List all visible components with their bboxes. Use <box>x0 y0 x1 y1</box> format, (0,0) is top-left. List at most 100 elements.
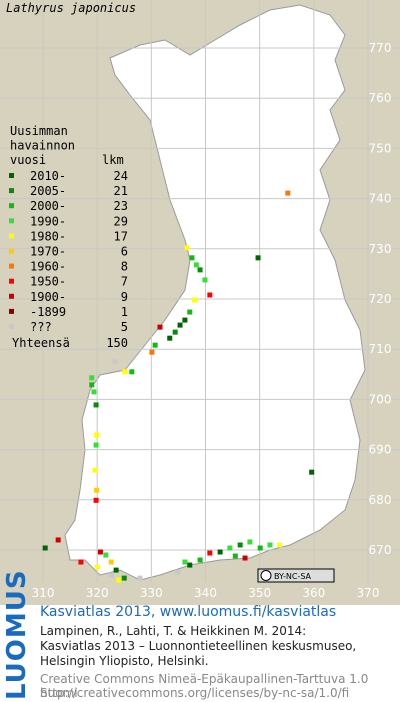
legend-count: 5 <box>121 320 128 334</box>
record-dot <box>192 297 198 303</box>
y-tick-label: 770 <box>369 41 392 55</box>
legend-label: 1950- <box>30 275 66 289</box>
x-tick-label: 340 <box>194 586 217 600</box>
record-dot <box>197 557 203 563</box>
legend-label: 2000- <box>30 199 66 213</box>
legend-label: -1899 <box>30 305 66 319</box>
legend-header: Uusimman <box>10 124 68 138</box>
record-dot <box>89 382 95 388</box>
legend-count: 23 <box>114 199 128 213</box>
record-dot <box>247 539 253 545</box>
x-tick-label: 310 <box>32 586 55 600</box>
record-dot <box>197 267 203 273</box>
headline: Kasviatlas 2013, www.luomus.fi/kasviatla… <box>40 604 337 620</box>
legend-total: 150 <box>106 336 128 350</box>
record-dot <box>167 335 173 341</box>
record-dot <box>187 562 193 568</box>
legend-count: 17 <box>114 229 128 243</box>
citation-line: Kasviatlas 2013 – Luonnontieteellinen ke… <box>40 639 357 653</box>
legend-count: 7 <box>121 275 128 289</box>
legend-total-label: Yhteensä <box>12 336 70 350</box>
record-dot <box>182 317 188 323</box>
license-line: http://creativecommons.org/licenses/by-n… <box>40 686 350 700</box>
legend-swatch <box>9 278 14 284</box>
record-dot <box>121 575 127 581</box>
record-dot <box>103 552 109 558</box>
record-dot <box>55 537 61 543</box>
legend-label: 2010- <box>30 169 66 183</box>
legend-label: 1990- <box>30 214 66 228</box>
record-dot <box>89 375 95 381</box>
legend-count: 9 <box>121 290 128 304</box>
legend-label: 2005- <box>30 184 66 198</box>
legend-label: 1980- <box>30 229 66 243</box>
record-dot <box>93 402 99 408</box>
record-dot <box>217 549 223 555</box>
record-dot <box>108 572 114 578</box>
record-dot <box>152 342 158 348</box>
x-tick-label: 350 <box>248 586 271 600</box>
record-dot <box>255 255 261 261</box>
record-dot <box>129 369 135 375</box>
legend-swatch <box>9 248 14 254</box>
record-dot <box>207 550 213 556</box>
record-dot <box>237 542 243 548</box>
record-dot <box>78 559 84 565</box>
record-dot <box>242 555 248 561</box>
map: 310 320 330 340 350 360 370 670 680 690 700 710 720 7… <box>0 0 400 605</box>
citation-line: Lampinen, R., Lahti, T. & Heikkinen M. 2… <box>40 624 307 638</box>
record-dot <box>108 559 114 565</box>
legend-count: 29 <box>114 214 128 228</box>
record-dot <box>232 553 238 559</box>
record-dot <box>257 545 263 551</box>
record-dot <box>285 190 291 196</box>
y-tick-label: 670 <box>369 543 392 557</box>
y-tick-label: 690 <box>369 443 392 457</box>
record-dot <box>112 359 118 365</box>
record-dot <box>182 559 188 565</box>
legend-label: ??? <box>30 320 52 334</box>
record-dot <box>227 545 233 551</box>
legend-header: havainnon <box>10 139 75 153</box>
record-dot <box>175 569 181 575</box>
legend-header: vuosi <box>10 153 46 167</box>
legend-count: 6 <box>121 245 128 259</box>
record-dot <box>113 567 119 573</box>
record-dot <box>202 277 208 283</box>
record-dot <box>92 467 98 473</box>
legend-swatch <box>9 308 14 314</box>
record-dot <box>93 442 99 448</box>
legend-count: 1 <box>121 305 128 319</box>
record-dot <box>184 245 190 251</box>
record-dot <box>97 549 103 555</box>
record-dot <box>177 322 183 328</box>
legend-swatch <box>9 188 14 194</box>
x-tick-label: 360 <box>302 586 325 600</box>
y-tick-label: 730 <box>369 242 392 256</box>
x-tick-label: 320 <box>86 586 109 600</box>
y-tick-label: 700 <box>369 392 392 406</box>
record-dot <box>149 349 155 355</box>
y-tick-label: 680 <box>369 493 392 507</box>
title: Lathyrus japonicus <box>6 1 136 15</box>
record-dot <box>94 487 100 493</box>
record-dot <box>172 329 178 335</box>
x-tick-label: 370 <box>357 586 380 600</box>
legend-count: 21 <box>114 184 128 198</box>
record-dot <box>91 389 97 395</box>
record-dot <box>116 577 122 583</box>
record-dot <box>193 262 199 268</box>
record-dot <box>94 432 100 438</box>
y-tick-label: 720 <box>369 292 392 306</box>
record-dot <box>157 324 163 330</box>
legend-swatch <box>9 173 14 178</box>
y-tick-label: 760 <box>369 91 392 105</box>
grid: 310 320 330 340 350 360 370 670 680 690 700 710 720 7… <box>0 0 400 600</box>
record-dot <box>93 497 99 503</box>
record-dot <box>277 542 283 548</box>
legend-count: 24 <box>114 169 128 183</box>
cc-badge: BY-NC-SA <box>257 568 335 583</box>
record-dot <box>207 292 213 298</box>
logo: LUOMUS <box>2 569 32 700</box>
